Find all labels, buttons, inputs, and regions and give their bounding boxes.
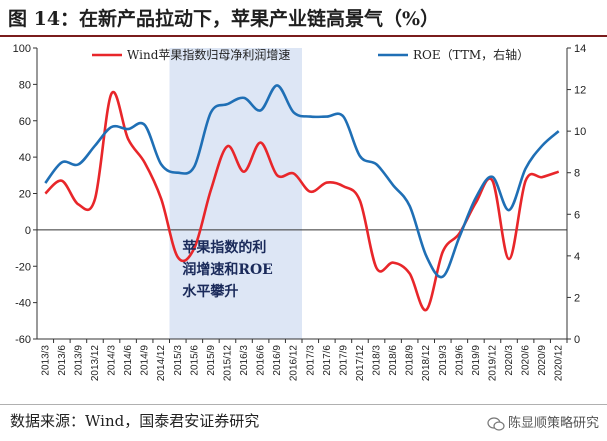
- title-bar: 图 14：在新产品拉动下，苹果产业链高景气（%）: [0, 0, 607, 37]
- axes: -60 -40 -20 0 20 40 60 80 100 0 2 4 6 8 10 12 14 2013/3 20…: [13, 43, 587, 381]
- y-right-tick-label: 8: [574, 168, 580, 180]
- x-tick-label: 2020/6: [521, 345, 532, 376]
- x-tick-label: 2019/12: [487, 345, 498, 382]
- legend-label: ROE（TTM，右轴）: [413, 47, 529, 62]
- footer-divider: [0, 404, 607, 405]
- highlight-band: [169, 48, 302, 339]
- x-tick-label: 2015/6: [189, 345, 200, 376]
- x-tick-label: 2014/9: [140, 345, 151, 376]
- watermark: 陈显顺策略研究: [487, 412, 599, 431]
- y-right-tick-label: 10: [574, 126, 586, 138]
- x-tick-label: 2014/3: [107, 345, 118, 376]
- x-tick-label: 2016/12: [289, 345, 300, 382]
- x-tick-label: 2015/12: [222, 345, 233, 382]
- x-tick-label: 2019/3: [438, 345, 449, 376]
- y-left-tick-label: 0: [25, 225, 31, 237]
- x-tick-label: 2017/9: [338, 345, 349, 376]
- y-right-tick-label: 2: [574, 292, 580, 304]
- chart: -60 -40 -20 0 20 40 60 80 100 0 2 4 6 8 10 12 14 2013/3 20…: [13, 43, 587, 381]
- x-tick-label: 2020/3: [504, 345, 515, 376]
- annotation-line: 润增速和ROE: [182, 261, 273, 278]
- series-lines: [44, 84, 560, 312]
- x-tick-label: 2013/12: [90, 345, 101, 382]
- y-left-tick-label: 100: [13, 43, 31, 55]
- x-tick-label: 2018/12: [421, 345, 432, 382]
- x-tick-label: 2013/9: [73, 345, 84, 376]
- shaded-region: [169, 48, 302, 339]
- legend-label: Wind苹果指数归母净利润增速: [127, 47, 290, 62]
- y-left-tick-label: 60: [19, 116, 31, 128]
- y-right-tick-label: 4: [574, 251, 580, 263]
- x-tick-label: 2015/9: [206, 345, 217, 376]
- x-tick-label: 2017/3: [305, 345, 316, 376]
- y-left-tick-label: -40: [15, 298, 31, 310]
- x-tick-label: 2016/6: [256, 345, 267, 376]
- y-left-tick-label: -60: [15, 334, 31, 346]
- x-tick-label: 2018/9: [405, 345, 416, 376]
- x-tick-label: 2016/9: [272, 345, 283, 376]
- series-line-net-profit-growth: [44, 90, 560, 312]
- page-title: 图 14：在新产品拉动下，苹果产业链高景气（%）: [8, 8, 440, 30]
- x-tick-label: 2014/12: [156, 345, 167, 382]
- x-tick-label: 2013/6: [57, 345, 68, 376]
- x-tick-label: 2018/3: [372, 345, 383, 376]
- x-tick-label: 2013/3: [40, 345, 51, 376]
- x-tick-label: 2019/6: [454, 345, 465, 376]
- y-right-tick-label: 0: [574, 334, 580, 346]
- x-tick-label: 2018/6: [388, 345, 399, 376]
- x-tick-label: 2016/3: [239, 345, 250, 376]
- legend: Wind苹果指数归母净利润增速 ROE（TTM，右轴）: [92, 47, 529, 62]
- x-tick-label: 2020/9: [537, 345, 548, 376]
- y-right-tick-label: 12: [574, 85, 586, 97]
- x-tick-label: 2015/3: [173, 345, 184, 376]
- y-left-tick-label: 80: [19, 79, 31, 91]
- y-left-tick-label: 40: [19, 152, 31, 164]
- annotation-line: 水平攀升: [182, 283, 238, 300]
- x-tick-label: 2017/12: [355, 345, 366, 382]
- wechat-icon: [487, 416, 505, 431]
- annotation-line: 苹果指数的利: [182, 239, 266, 256]
- x-tick-label: 2019/9: [471, 345, 482, 376]
- x-tick-label: 2014/6: [123, 345, 134, 376]
- x-tick-label: 2020/12: [554, 345, 565, 382]
- source-note: 数据来源：Wind，国泰君安证券研究: [10, 412, 260, 430]
- watermark-text: 陈显顺策略研究: [507, 416, 599, 431]
- title-divider: [0, 35, 607, 37]
- x-tick-label: 2017/6: [322, 345, 333, 376]
- y-right-tick-label: 14: [574, 43, 586, 55]
- y-right-tick-label: 6: [574, 209, 580, 221]
- y-left-tick-label: 20: [19, 189, 31, 201]
- series-line-roe: [44, 84, 560, 279]
- y-left-tick-label: -20: [15, 261, 31, 273]
